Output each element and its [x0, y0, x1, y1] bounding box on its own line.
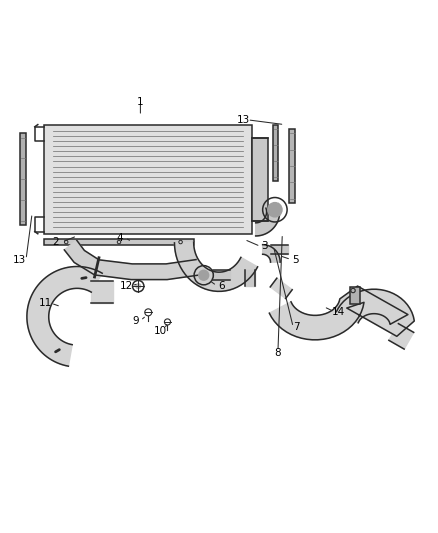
Bar [252, 138, 268, 221]
Polygon shape [271, 245, 288, 254]
Bar [289, 129, 295, 203]
Text: 11: 11 [39, 298, 52, 308]
Text: 12: 12 [120, 281, 133, 291]
Text: 14: 14 [332, 308, 345, 317]
Bar [20, 133, 26, 225]
Polygon shape [27, 266, 102, 366]
Polygon shape [269, 286, 414, 340]
Text: 2: 2 [52, 237, 59, 247]
Polygon shape [389, 324, 414, 349]
Text: 6: 6 [219, 281, 226, 290]
Text: 13: 13 [12, 255, 26, 264]
Text: 1: 1 [137, 97, 144, 107]
Bar [273, 125, 279, 181]
Polygon shape [256, 204, 280, 236]
Text: 13: 13 [237, 115, 250, 125]
Polygon shape [174, 242, 258, 292]
Text: 9: 9 [133, 316, 139, 326]
Bar [44, 125, 252, 234]
Text: 10: 10 [153, 326, 166, 336]
Polygon shape [64, 240, 198, 280]
Polygon shape [270, 278, 292, 298]
Bar [44, 239, 194, 245]
Circle shape [267, 202, 283, 217]
Circle shape [135, 283, 141, 289]
Bar [350, 287, 360, 304]
Text: 7: 7 [293, 322, 300, 332]
Polygon shape [91, 281, 113, 303]
Text: 3: 3 [261, 241, 268, 252]
Circle shape [198, 270, 209, 281]
Text: 5: 5 [293, 255, 299, 264]
Polygon shape [245, 270, 255, 286]
Polygon shape [213, 270, 230, 280]
Text: 4: 4 [116, 233, 123, 243]
Text: 8: 8 [275, 348, 281, 358]
Polygon shape [263, 245, 280, 262]
